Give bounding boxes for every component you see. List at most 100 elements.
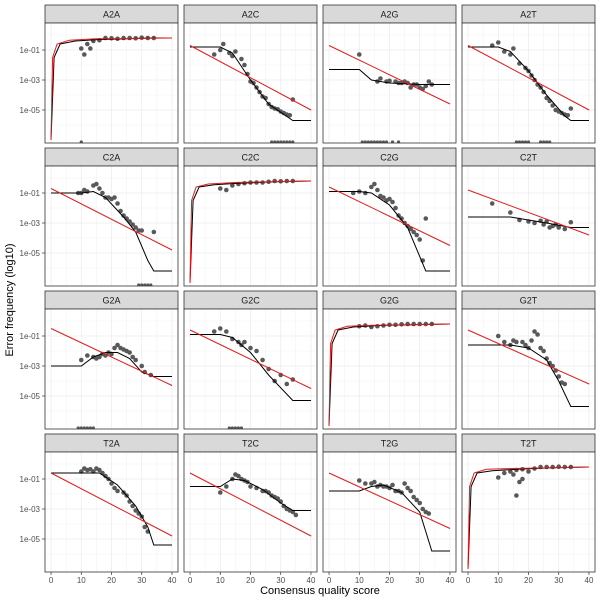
facet-title: C2T	[520, 153, 538, 163]
zero-point	[282, 140, 286, 143]
data-point	[239, 56, 244, 62]
facet-title: T2G	[381, 439, 399, 449]
data-point	[414, 232, 420, 238]
data-point	[369, 184, 374, 190]
data-point	[224, 329, 229, 334]
zero-point	[372, 140, 376, 143]
data-point	[133, 225, 138, 230]
fitted-error-line	[329, 69, 450, 85]
data-point	[130, 354, 135, 360]
zero-point	[270, 140, 274, 143]
zero-point	[384, 140, 389, 143]
data-point	[423, 216, 429, 221]
panel-plot-area	[189, 178, 312, 284]
panel-plot-area	[50, 35, 173, 143]
zero-point	[396, 140, 401, 143]
facet-title: G2T	[520, 296, 538, 306]
x-tick-label: 20	[107, 576, 116, 585]
zero-point	[276, 140, 280, 143]
data-point	[97, 186, 102, 191]
data-point	[217, 186, 223, 191]
facet-title: C2G	[380, 153, 399, 163]
zero-point	[363, 140, 367, 143]
nominal-error-line	[328, 323, 451, 427]
data-point	[217, 47, 223, 53]
data-point	[94, 181, 99, 187]
facet-title: T2A	[103, 439, 120, 449]
x-tick-label: 0	[49, 576, 54, 585]
data-point	[502, 470, 507, 476]
data-point	[420, 506, 426, 512]
zero-point	[79, 140, 83, 143]
data-point	[356, 478, 362, 483]
nominal-error-line	[50, 37, 173, 141]
facet-panel-g2g: G2G	[322, 290, 457, 430]
facet-panel-g2a: G2A 1e-01 1e-03 1e-05	[20, 290, 179, 430]
zero-point	[137, 283, 141, 286]
panel-border	[44, 165, 179, 287]
data-point	[550, 103, 555, 108]
data-point	[211, 52, 217, 57]
data-point	[411, 321, 416, 327]
data-point	[565, 112, 571, 118]
x-tick-label: 30	[276, 576, 285, 585]
zero-point	[91, 426, 95, 429]
data-point	[248, 484, 253, 489]
panel-border	[461, 308, 596, 430]
data-point	[405, 485, 410, 491]
zero-point	[548, 140, 552, 143]
zero-point	[149, 283, 153, 286]
facet-title: A2G	[380, 10, 398, 20]
panel-border	[322, 165, 457, 287]
data-point	[130, 222, 135, 227]
facet-panel-g2c: G2C	[183, 290, 318, 430]
data-point	[523, 342, 528, 348]
data-point	[402, 481, 407, 486]
nominal-error-line	[328, 472, 451, 529]
facet-panel-c2a: C2A 1e-01 1e-03 1e-05	[20, 147, 179, 287]
data-point	[375, 187, 380, 193]
fitted-error-line	[329, 191, 450, 272]
data-point	[495, 475, 501, 480]
data-point	[393, 205, 398, 211]
data-point	[139, 228, 145, 233]
data-point	[562, 226, 568, 232]
data-point	[254, 348, 259, 354]
panel-border	[322, 308, 457, 430]
data-point	[550, 464, 555, 470]
x-tick-label: 20	[385, 576, 394, 585]
data-point	[414, 497, 420, 503]
data-point	[103, 473, 108, 479]
facet-title: C2C	[241, 153, 260, 163]
data-point	[356, 52, 362, 57]
facet-panel-c2g: C2G	[322, 147, 457, 287]
nominal-error-line	[50, 188, 173, 251]
facet-title: A2C	[242, 10, 260, 20]
data-point	[85, 353, 90, 358]
data-point	[115, 488, 120, 494]
fitted-error-line	[329, 484, 450, 552]
data-point	[220, 41, 226, 47]
data-point	[133, 357, 138, 363]
x-tick-label: 40	[585, 576, 594, 585]
data-point	[538, 345, 543, 351]
data-point	[408, 226, 413, 232]
data-point	[142, 524, 148, 530]
facet-title: C2A	[103, 153, 121, 163]
facet-panel-a2g: A2G	[322, 4, 457, 144]
facet-title: G2A	[102, 296, 120, 306]
data-point	[508, 469, 513, 474]
nominal-error-line	[50, 328, 173, 386]
data-point	[541, 348, 546, 354]
data-point	[372, 181, 377, 187]
facet-title: T2T	[520, 439, 537, 449]
zero-point	[360, 140, 364, 143]
data-point	[511, 472, 516, 477]
data-point	[556, 374, 562, 379]
data-point	[121, 213, 126, 218]
data-point	[408, 488, 413, 494]
data-point	[139, 35, 145, 40]
y-tick-label: 1e-03	[20, 362, 41, 371]
data-point	[236, 473, 241, 479]
